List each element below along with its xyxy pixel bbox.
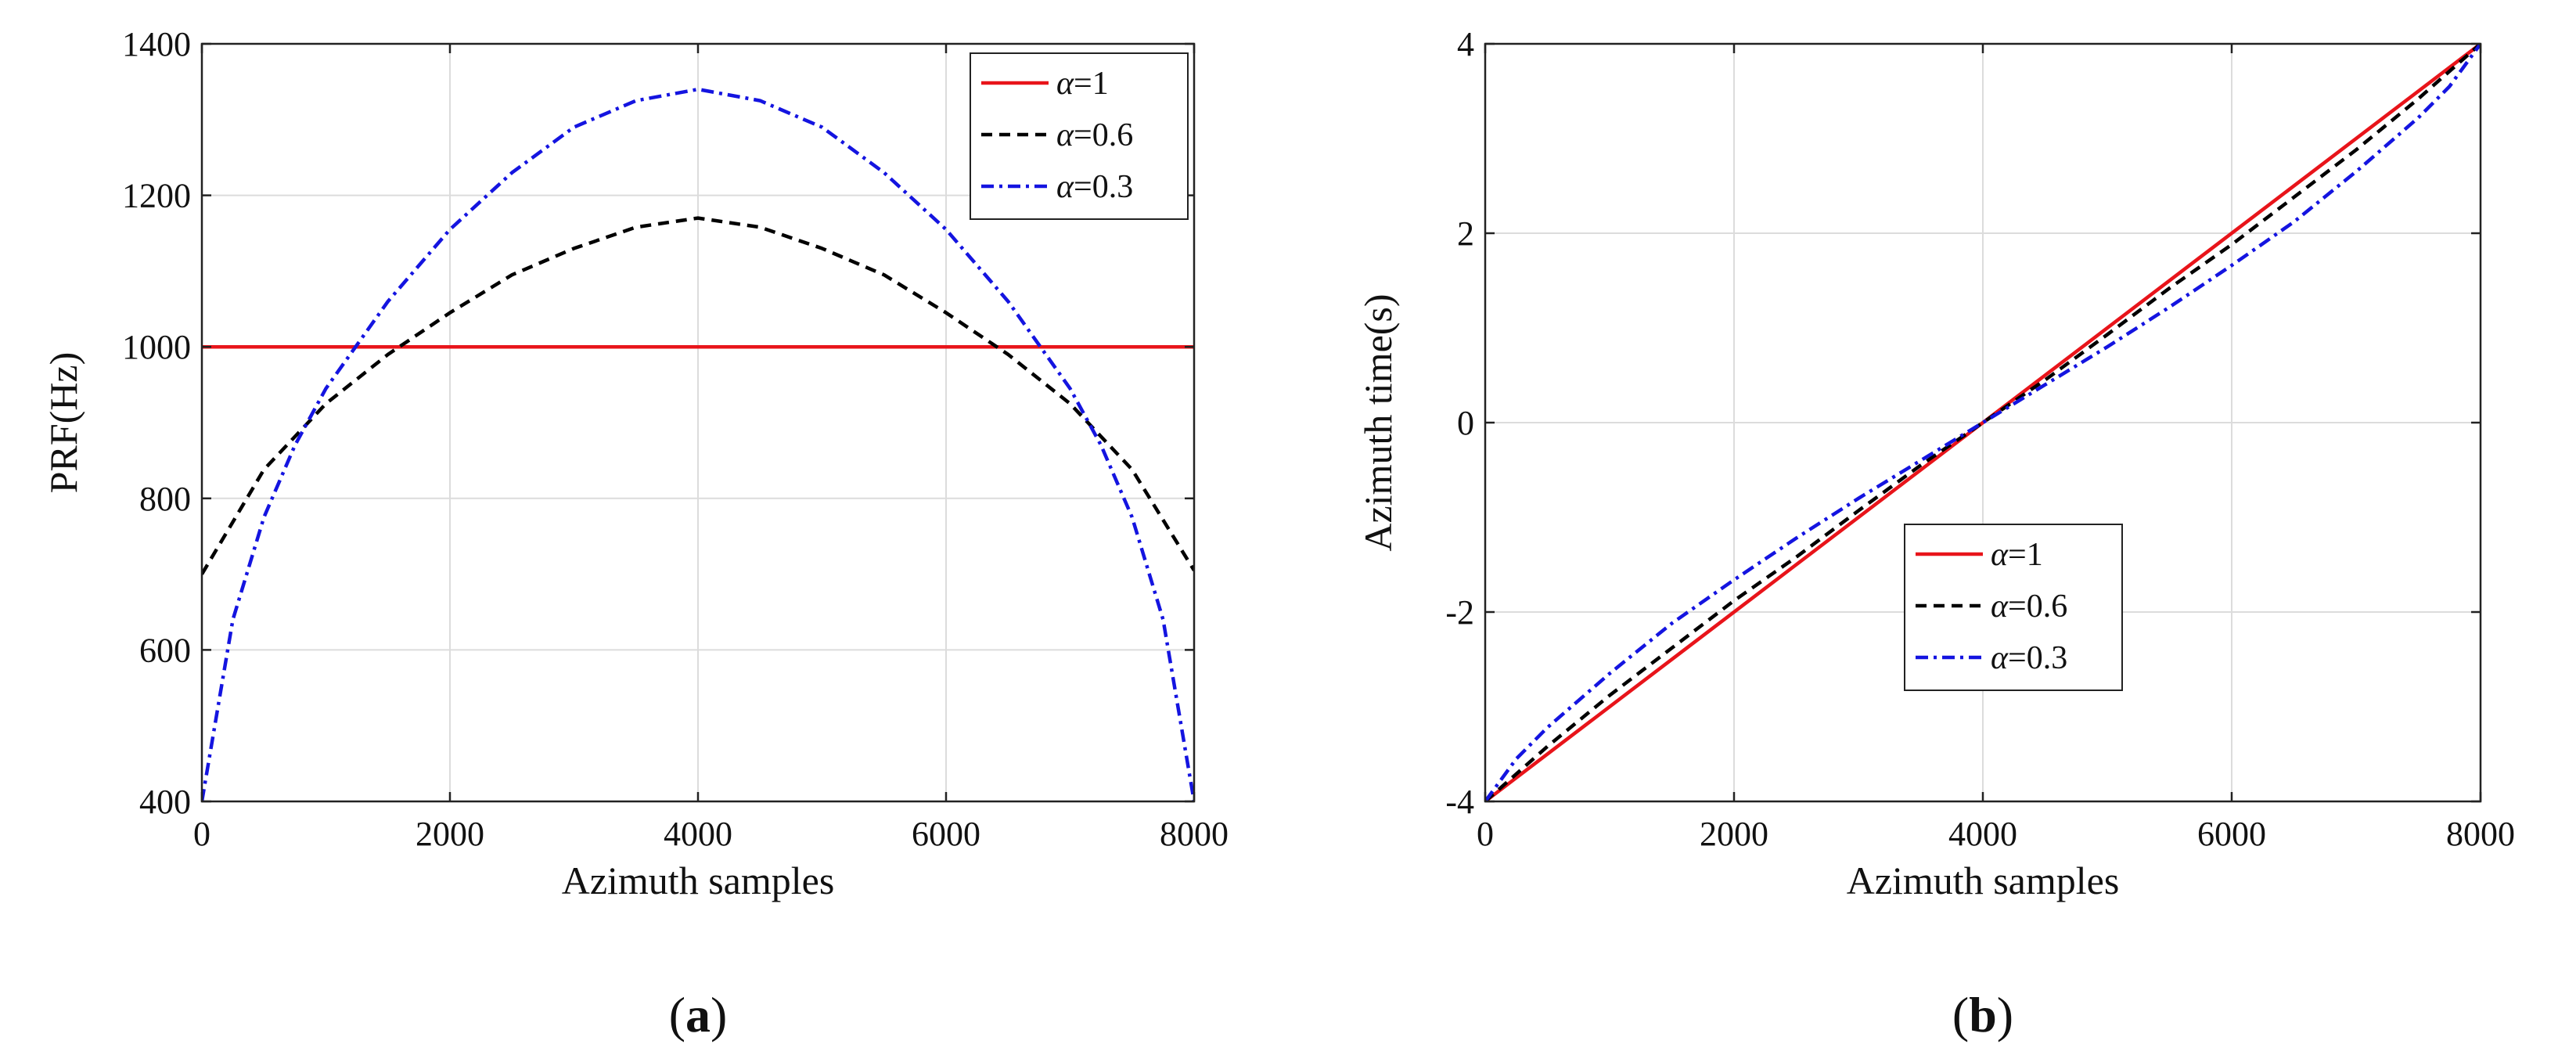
y-tick-label: 1000 xyxy=(122,328,191,366)
legend-symbol: α xyxy=(1991,589,2009,625)
series-line-b-1 xyxy=(1485,44,2481,801)
series-line-b-2 xyxy=(1485,44,2481,801)
series-line-a-1 xyxy=(202,216,1194,575)
x-tick-label: 0 xyxy=(1477,815,1494,853)
x-tick-label: 4000 xyxy=(664,815,732,853)
y-tick-label: 1400 xyxy=(122,25,191,63)
legend-value: =0.6 xyxy=(1074,117,1133,153)
legend: α=1α=0.6α=0.3 xyxy=(970,52,1189,220)
x-tick-label: 8000 xyxy=(1160,815,1229,853)
legend-value: =0.3 xyxy=(2008,640,2067,676)
y-tick-label: -4 xyxy=(1445,783,1474,821)
caption-paren-open: ( xyxy=(669,987,685,1042)
x-axis-title: Azimuth samples xyxy=(562,859,835,902)
y-tick-label: 600 xyxy=(139,631,191,669)
x-tick-label: 6000 xyxy=(912,815,980,853)
chart-panel-a: 0 2000 4000 6000 8000 400 600 800 1000 1200 1400 Az… xyxy=(41,25,1229,1042)
legend-label: α=1 xyxy=(1056,66,1109,102)
legend-symbol: α xyxy=(1056,117,1074,153)
caption-paren-open: ( xyxy=(1952,987,1969,1042)
y-tick-label: -2 xyxy=(1445,593,1474,632)
legend-value: =1 xyxy=(2008,537,2043,573)
legend-label: α=0.3 xyxy=(1991,640,2067,676)
legend-label: α=0.3 xyxy=(1056,169,1133,205)
legend-value: =0.3 xyxy=(1074,169,1133,205)
series-line-a-2 xyxy=(202,87,1194,801)
caption-paren-close: ) xyxy=(711,987,727,1042)
y-axis-title: Azimuth time(s) xyxy=(1356,293,1400,551)
legend-label: α=0.6 xyxy=(1991,589,2067,625)
series-line-b-0 xyxy=(1485,44,2481,801)
legend-value: =1 xyxy=(1074,66,1109,102)
x-tick-label: 8000 xyxy=(2446,815,2515,853)
legend-symbol: α xyxy=(1056,66,1074,102)
x-tick-label: 2000 xyxy=(416,815,484,853)
y-tick-label: 400 xyxy=(139,783,191,821)
y-tick-label: 2 xyxy=(1457,214,1474,253)
chart-panel-b: 0 2000 4000 6000 8000 -4 -2 0 2 4 Azimuth samples A… xyxy=(1356,25,2515,1042)
legend-label: α=0.6 xyxy=(1056,117,1133,153)
legend-symbol: α xyxy=(1991,640,2009,676)
legend-symbol: α xyxy=(1991,537,2009,573)
caption-letter: a xyxy=(685,987,711,1042)
x-tick-label: 0 xyxy=(193,815,210,853)
legend-symbol: α xyxy=(1056,169,1074,205)
x-axis-title: Azimuth samples xyxy=(1847,859,2120,902)
y-axis-title: PRF(Hz) xyxy=(41,352,85,494)
x-tick-label: 2000 xyxy=(1700,815,1768,853)
y-tick-label: 4 xyxy=(1457,25,1474,63)
caption-letter: b xyxy=(1969,987,1997,1042)
y-tick-label: 1200 xyxy=(122,177,191,215)
y-tick-label: 0 xyxy=(1457,404,1474,442)
caption-paren-close: ) xyxy=(1997,987,2013,1042)
panel-caption: (b) xyxy=(1952,987,2013,1042)
x-tick-label: 4000 xyxy=(1948,815,2017,853)
y-tick-label: 800 xyxy=(139,480,191,518)
legend-value: =0.6 xyxy=(2008,589,2067,625)
legend-label: α=1 xyxy=(1991,537,2043,573)
panel-caption: (a) xyxy=(669,987,728,1042)
legend: α=1α=0.6α=0.3 xyxy=(1904,524,2123,691)
x-tick-label: 6000 xyxy=(2197,815,2266,853)
